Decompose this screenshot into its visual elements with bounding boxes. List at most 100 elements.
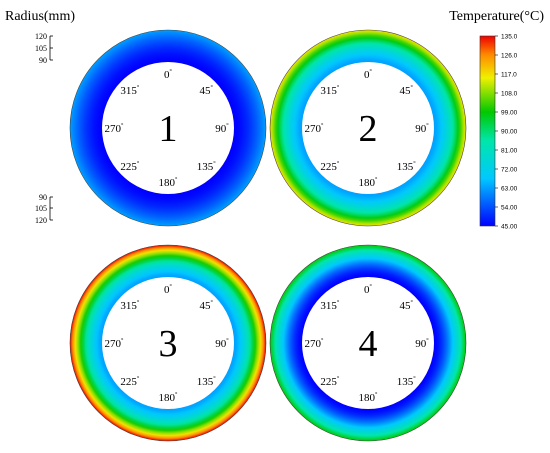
rings: 1 0° 45° 90° 135° 180° 225° 270° 315° 2 0° 45° 90° 13…	[69, 29, 467, 442]
angle-label-45: 45°	[199, 299, 213, 312]
degree-symbol: °	[413, 375, 416, 382]
colorbar-tick-label: 99.00	[501, 109, 518, 116]
degree-symbol: °	[137, 84, 140, 91]
degree-symbol: °	[337, 160, 340, 167]
ring-1-bore	[102, 62, 234, 194]
angle-label-225: 225°	[120, 160, 140, 173]
degree-symbol: °	[170, 68, 173, 75]
radius-axis-label: Radius(mm)	[5, 9, 75, 24]
colorbar	[479, 35, 496, 227]
radius-tick-top-90: 90	[39, 56, 47, 65]
degree-symbol: °	[226, 337, 229, 344]
ring-4: 4 0° 45° 90° 135° 180° 225° 270° 315°	[269, 244, 467, 442]
degree-symbol: °	[137, 299, 140, 306]
angle-label-180: 180°	[159, 176, 179, 189]
colorbar-tick-label: 135.0	[501, 33, 518, 40]
angle-label-180: 180°	[359, 176, 379, 189]
radius-axis-bottom: 90 105 120	[35, 193, 53, 225]
ring-4-bore	[302, 277, 434, 409]
angle-label-45: 45°	[399, 299, 413, 312]
ring-2-bore	[302, 62, 434, 194]
radius-axis-top: 120 105 90	[35, 32, 53, 65]
ring-1: 1 0° 45° 90° 135° 180° 225° 270° 315°	[69, 29, 267, 227]
ring-3-bore	[102, 277, 234, 409]
degree-symbol: °	[426, 122, 429, 129]
angle-label-135: 135°	[397, 375, 417, 388]
angle-label-315: 315°	[120, 84, 140, 97]
angle-label-270: 270°	[305, 122, 325, 135]
angle-label-90: 90°	[215, 122, 229, 135]
degree-symbol: °	[175, 176, 178, 183]
degree-symbol: °	[210, 84, 213, 91]
angle-label-270: 270°	[105, 122, 125, 135]
angle-label-270: 270°	[105, 337, 125, 350]
degree-symbol: °	[337, 299, 340, 306]
angle-label-45: 45°	[199, 84, 213, 97]
angle-label-135: 135°	[197, 375, 217, 388]
degree-symbol: °	[410, 84, 413, 91]
colorbar-ticks: 135.0 126.0 117.0 108.0 99.00 90.00 81.00 72.00…	[495, 33, 518, 230]
angle-label-135: 135°	[397, 160, 417, 173]
degree-symbol: °	[213, 160, 216, 167]
angle-label-0: 0°	[364, 283, 373, 296]
angle-label-315: 315°	[320, 299, 340, 312]
ring-number-label: 1	[159, 108, 178, 150]
angle-label-0: 0°	[364, 68, 373, 81]
degree-symbol: °	[337, 84, 340, 91]
degree-symbol: °	[375, 176, 378, 183]
angle-label-225: 225°	[120, 375, 140, 388]
colorbar-tick-label: 63.00	[501, 185, 518, 192]
degree-symbol: °	[426, 337, 429, 344]
degree-symbol: °	[375, 391, 378, 398]
angle-label-315: 315°	[120, 299, 140, 312]
radius-tick-bottom-120: 120	[35, 216, 47, 225]
degree-symbol: °	[413, 160, 416, 167]
colorbar-tick-label: 81.00	[501, 147, 518, 154]
degree-symbol: °	[226, 122, 229, 129]
degree-symbol: °	[210, 299, 213, 306]
ring-3: 3 0° 45° 90° 135° 180° 225° 270° 315°	[69, 244, 267, 442]
degree-symbol: °	[121, 337, 124, 344]
radius-tick-top-105: 105	[35, 44, 47, 53]
angle-label-45: 45°	[399, 84, 413, 97]
colorbar-tick-label: 108.0	[501, 90, 518, 97]
angle-label-180: 180°	[159, 391, 179, 404]
angle-label-90: 90°	[215, 337, 229, 350]
colorbar-tick-label: 54.00	[501, 204, 518, 211]
angle-label-270: 270°	[305, 337, 325, 350]
angle-label-225: 225°	[320, 375, 340, 388]
degree-symbol: °	[370, 68, 373, 75]
degree-symbol: °	[137, 375, 140, 382]
ring-number-label: 2	[359, 108, 378, 150]
angle-label-180: 180°	[359, 391, 379, 404]
colorbar-tick-label: 72.00	[501, 166, 518, 173]
angle-label-90: 90°	[415, 337, 429, 350]
angle-label-0: 0°	[164, 68, 173, 81]
angle-label-225: 225°	[320, 160, 340, 173]
degree-symbol: °	[410, 299, 413, 306]
radius-tick-bottom-90: 90	[39, 193, 47, 202]
ring-number-label: 4	[359, 323, 378, 365]
angle-label-90: 90°	[415, 122, 429, 135]
colorbar-tick-label: 90.00	[501, 128, 518, 135]
degree-symbol: °	[121, 122, 124, 129]
colorbar-tick-label: 126.0	[501, 52, 518, 59]
degree-symbol: °	[337, 375, 340, 382]
degree-symbol: °	[175, 391, 178, 398]
ring-2: 2 0° 45° 90° 135° 180° 225° 270° 315°	[269, 29, 467, 227]
degree-symbol: °	[137, 160, 140, 167]
degree-symbol: °	[370, 283, 373, 290]
angle-label-135: 135°	[197, 160, 217, 173]
degree-symbol: °	[321, 337, 324, 344]
radius-tick-bottom-105: 105	[35, 204, 47, 213]
degree-symbol: °	[170, 283, 173, 290]
angle-label-315: 315°	[320, 84, 340, 97]
radius-tick-top-120: 120	[35, 32, 47, 41]
colorbar-label: Temperature(°C)	[449, 9, 544, 24]
colorbar-tick-label: 45.00	[501, 223, 518, 230]
colorbar-tick-label: 117.0	[501, 71, 517, 78]
degree-symbol: °	[213, 375, 216, 382]
angle-label-0: 0°	[164, 283, 173, 296]
degree-symbol: °	[321, 122, 324, 129]
